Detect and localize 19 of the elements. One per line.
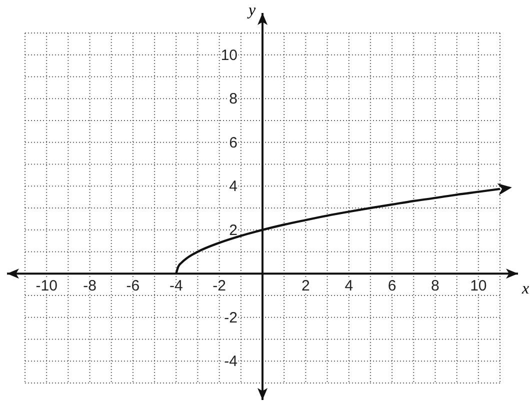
y-tick-label: 2 xyxy=(229,222,238,239)
x-tick-label: 10 xyxy=(470,278,487,295)
y-axis-title: y xyxy=(246,2,256,19)
x-tick-label: -10 xyxy=(36,278,58,295)
x-tick-label: -2 xyxy=(212,278,226,295)
x-tick-label: 8 xyxy=(431,278,440,295)
y-tick-label: -2 xyxy=(224,309,238,326)
x-tick-label: 2 xyxy=(302,278,310,295)
y-tick-label: 4 xyxy=(229,178,238,196)
x-tick-label: -4 xyxy=(169,278,183,295)
x-axis-title: x xyxy=(521,280,530,298)
y-tick-label: -4 xyxy=(224,353,238,370)
x-tick-label: -8 xyxy=(83,278,96,295)
y-tick-label: 6 xyxy=(229,134,238,152)
x-tick-label: 4 xyxy=(344,278,354,295)
x-tick-label: -6 xyxy=(126,278,140,295)
x-tick-label: 6 xyxy=(388,278,396,295)
y-tick-label: 10 xyxy=(220,46,238,64)
y-tick-label: 8 xyxy=(229,90,238,108)
